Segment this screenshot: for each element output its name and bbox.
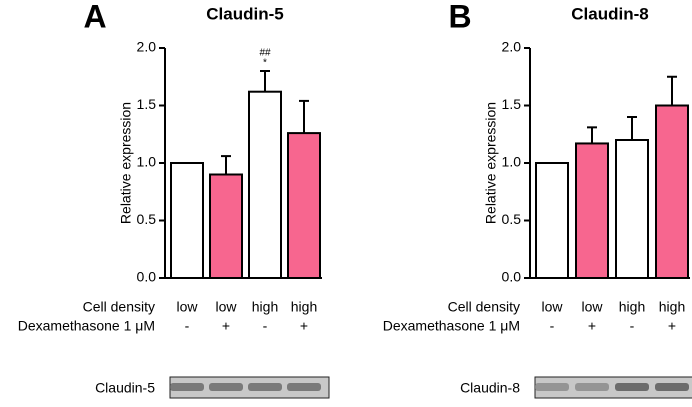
bar	[248, 90, 282, 279]
x-tick-label: high	[291, 299, 317, 315]
blot-band	[575, 383, 609, 391]
blot-band	[170, 383, 204, 391]
y-tick-label: 1.0	[137, 154, 157, 170]
blot-label: Claudin-5	[95, 380, 155, 396]
y-tick-label: 1.0	[502, 154, 522, 170]
y-tick-label: 0.0	[137, 269, 157, 285]
y-axis-label: Relative expression	[118, 102, 134, 224]
blot-band	[655, 383, 689, 391]
row-label: Cell density	[83, 299, 155, 315]
x-tick-label: low	[541, 299, 563, 315]
bar	[655, 104, 689, 279]
row-label: Dexamethasone 1 μM	[18, 318, 155, 334]
bar	[287, 132, 321, 279]
y-tick-label: 1.5	[137, 96, 157, 112]
treatment-label: -	[263, 318, 268, 334]
x-tick-label: high	[252, 299, 278, 315]
blot-band	[287, 383, 321, 391]
panel-letter: B	[448, 0, 471, 34]
treatment-label: -	[550, 318, 555, 334]
blot-band	[535, 383, 569, 391]
y-tick-label: 2.0	[502, 39, 522, 55]
treatment-label: +	[300, 318, 308, 334]
bar	[535, 162, 569, 279]
bar	[209, 173, 243, 279]
y-axis-label: Relative expression	[483, 102, 499, 224]
y-tick-label: 0.5	[502, 211, 522, 227]
x-tick-label: high	[619, 299, 645, 315]
annotation: ##	[259, 48, 271, 59]
treatment-label: +	[668, 318, 676, 334]
row-label: Dexamethasone 1 μM	[383, 318, 520, 334]
row-label: Cell density	[448, 299, 520, 315]
blot-band	[248, 383, 282, 391]
chart-title: Claudin-8	[571, 4, 648, 23]
y-tick-label: 2.0	[137, 39, 157, 55]
treatment-label: -	[185, 318, 190, 334]
treatment-label: +	[588, 318, 596, 334]
chart-title: Claudin-5	[206, 4, 283, 23]
panel-letter: A	[83, 0, 106, 34]
treatment-label: +	[222, 318, 230, 334]
bar	[615, 139, 649, 279]
treatment-label: -	[630, 318, 635, 334]
y-tick-label: 1.5	[502, 96, 522, 112]
y-tick-label: 0.5	[137, 211, 157, 227]
y-tick-label: 0.0	[502, 269, 522, 285]
panel: B Claudin-8 Relative expression 0.0 0.5 1.0 1.…	[383, 0, 692, 399]
x-tick-label: low	[581, 299, 603, 315]
x-tick-label: low	[215, 299, 237, 315]
blot-label: Claudin-8	[460, 380, 520, 396]
x-tick-label: high	[659, 299, 685, 315]
bar	[170, 162, 204, 279]
x-tick-label: low	[176, 299, 198, 315]
annotation: *	[263, 58, 267, 69]
blot-band	[209, 383, 243, 391]
bar	[575, 142, 609, 279]
blot-band	[615, 383, 649, 391]
panel: A Claudin-5 Relative expression 0.0 0.5 1.0 1.…	[18, 0, 330, 399]
